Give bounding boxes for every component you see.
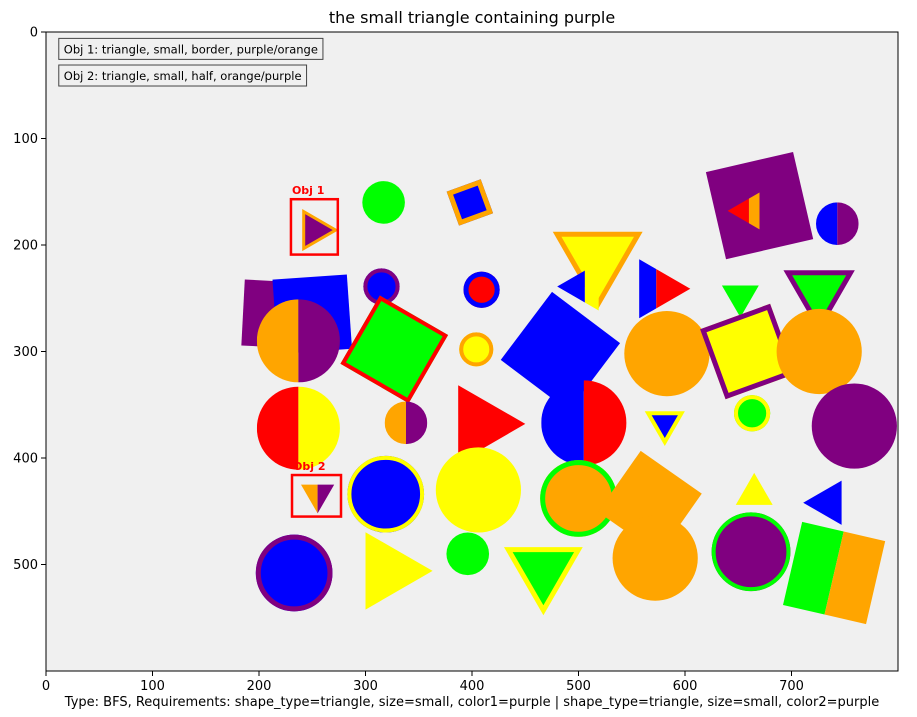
shape-green-circle-1 (362, 181, 405, 224)
shape-red-yellow-circle (256, 386, 340, 470)
shape-yellow-circle-orange-border (459, 332, 494, 367)
legend-box-obj-1 (58, 37, 324, 60)
shape-blue-red-circle (541, 380, 627, 466)
shape-green-triangle-1 (721, 285, 759, 318)
shape-yellow-circle-big (435, 447, 521, 533)
shape-red-circle-blue-border (463, 271, 500, 308)
shape-green-triangle-purple-border (783, 270, 855, 333)
highlight-box-obj-2 (290, 473, 343, 518)
y-axis: 0 100 200 300 400 500 (13, 26, 46, 573)
shape-orange-circle-green-border (540, 460, 617, 537)
shape-red-triangle-big (458, 385, 526, 463)
shapes-layer (241, 151, 897, 625)
shape-green-orange-square (783, 521, 886, 625)
highlight-box-obj-1 (289, 197, 340, 256)
chart-title: the small triangle containing purple (329, 8, 615, 27)
shape-purple-circle-big (811, 383, 897, 469)
shape-blue-triangle-yellow-border (644, 411, 685, 446)
annotations-layer: Obj 1 Obj 2 (289, 184, 343, 518)
y-tick-label-100: 100 (13, 132, 38, 147)
x-tick-label-200: 200 (247, 679, 272, 694)
object-legend: Obj 1: triangle, small, border, purple/o… (58, 37, 324, 87)
shape-obj1-triangle (302, 209, 339, 252)
shape-purple-square-top (705, 151, 814, 260)
y-tick-label-400: 400 (13, 452, 38, 467)
highlight-label-obj-1: Obj 1 (292, 184, 324, 197)
legend-text-obj-2: Obj 2: triangle, small, half, orange/pur… (64, 69, 302, 83)
shape-purple-circle-green-border (711, 512, 791, 592)
legend-text-obj-1: Obj 1: triangle, small, border, purple/o… (64, 42, 318, 56)
x-tick-label-600: 600 (673, 679, 698, 694)
y-tick-label-0: 0 (30, 26, 38, 41)
shape-blue-triangle (803, 480, 842, 525)
plot-area: Obj 1 Obj 2 Obj 1: triangle, small, borde… (45, 31, 899, 672)
shape-blue-square-orange-border (446, 179, 494, 226)
x-tick-label-0: 0 (42, 679, 50, 694)
shape-blue-purple-circle (815, 202, 859, 245)
y-tick-label-300: 300 (13, 345, 38, 360)
x-tick-label-100: 100 (140, 679, 165, 694)
x-tick-label-700: 700 (779, 679, 804, 694)
shape-blue-circle-yellow-border (347, 455, 425, 533)
shape-yellow-triangle-small (735, 472, 773, 505)
x-tick-label-400: 400 (460, 679, 485, 694)
highlight-label-obj-2: Obj 2 (293, 460, 325, 473)
shape-orange-circle-2 (776, 308, 862, 395)
legend-box-obj-2 (58, 64, 308, 87)
shape-orange-purple-small-circle (384, 401, 428, 445)
shape-yellow-triangle-big (365, 532, 433, 610)
x-tick-label-300: 300 (353, 679, 378, 694)
shape-orange-circle-1 (624, 311, 710, 397)
shape-green-circle-2 (446, 532, 490, 576)
shape-green-circle-yellow-border (733, 395, 771, 432)
shape-orange-purple-circle (256, 299, 340, 383)
shape-green-triangle-yellow-border (503, 547, 583, 616)
x-tick-label-500: 500 (566, 679, 591, 694)
shape-blue-circle-purple-border-2 (255, 534, 333, 612)
shape-orange-circle-3 (612, 515, 698, 601)
shape-green-square-red-border (340, 295, 449, 404)
x-axis: 0 100 200 300 400 500 600 700 (42, 671, 804, 694)
y-tick-label-500: 500 (13, 558, 38, 573)
y-tick-label-200: 200 (13, 239, 38, 254)
requirements-footer: Type: BFS, Requirements: shape_type=tria… (64, 695, 879, 710)
